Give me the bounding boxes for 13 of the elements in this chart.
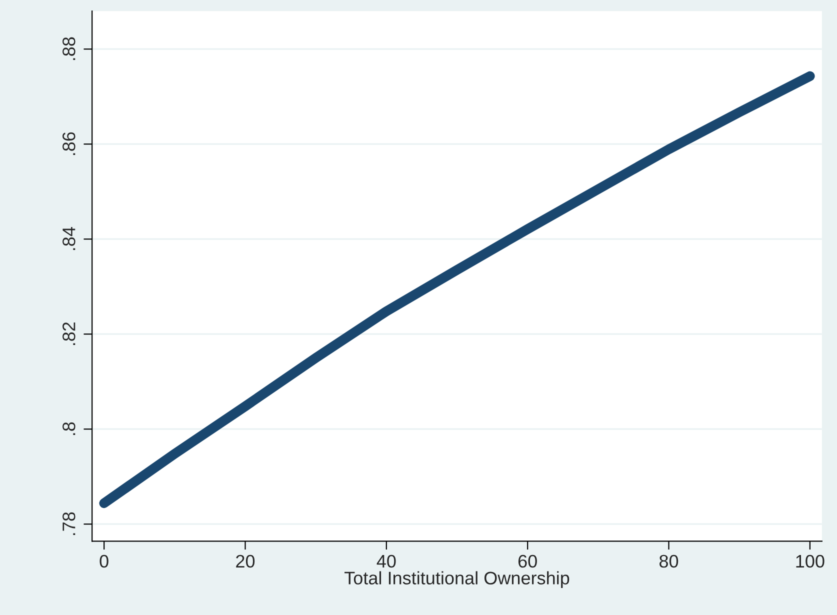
- y-tick-label: .82: [62, 322, 76, 345]
- x-axis-title: Total Institutional Ownership: [344, 571, 570, 588]
- x-tick-label: 0: [100, 554, 108, 568]
- x-tick-label: 20: [236, 554, 255, 568]
- x-tick-label: 80: [660, 554, 678, 568]
- y-tick-label: .84: [62, 227, 76, 250]
- y-tick-label: .8: [62, 422, 76, 435]
- x-tick-label: 40: [376, 554, 396, 568]
- x-tick-label: 60: [518, 554, 537, 568]
- y-tick-label: .78: [62, 512, 76, 535]
- x-tick-label: 100: [796, 554, 824, 568]
- y-tick-label: .86: [62, 132, 76, 155]
- y-tick-label: .88: [62, 37, 76, 60]
